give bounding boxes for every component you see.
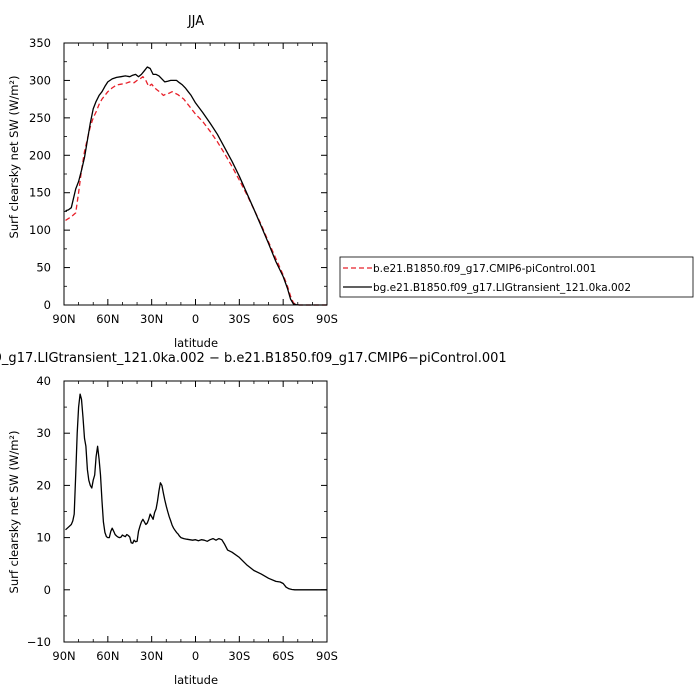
top-y-tick-label: 200 (29, 148, 51, 162)
top-x-tick-label: 90S (316, 312, 338, 326)
bottom-x-tick-label: 60S (272, 649, 294, 663)
top-y-tick-label: 300 (29, 73, 51, 87)
bottom-y-tick-label: 30 (36, 426, 51, 440)
top-x-tick-label: 30S (228, 312, 250, 326)
bottom-chart-title: bg.e21.B1850.f09_g17.LIGtransient_121.0k… (0, 351, 507, 366)
top-series-line-0 (65, 76, 327, 306)
legend-label-piControl: b.e21.B1850.f09_g17.CMIP6-piControl.001 (373, 263, 596, 275)
bottom-x-tick-label: 60N (96, 649, 119, 663)
bottom-x-tick-label: 90S (316, 649, 338, 663)
top-y-tick-label: 250 (29, 111, 51, 125)
top-plot-area: 90N 60N 30N 0 30S 60S 90S 0 50 100 150 200 250 300 350 (29, 36, 338, 326)
top-y-tick-label: 100 (29, 223, 51, 237)
top-x-tick-label: 0 (192, 312, 199, 326)
bottom-y-tick-label: 20 (36, 478, 51, 492)
bottom-x-tick-label: 0 (192, 649, 199, 663)
bottom-y-tick-label: −10 (27, 635, 51, 649)
bottom-x-axis-label: latitude (174, 673, 218, 687)
top-y-tick-label: 50 (36, 261, 51, 275)
bottom-x-tick-label: 90N (52, 649, 75, 663)
top-y-tick-label: 350 (29, 36, 51, 50)
bottom-panel: bg.e21.B1850.f09_g17.LIGtransient_121.0k… (0, 351, 507, 687)
legend-label-LIGtransient: bg.e21.B1850.f09_g17.LIGtransient_121.0k… (373, 282, 631, 294)
top-y-tick-label: 0 (44, 298, 51, 312)
bottom-plot-frame (63, 380, 328, 643)
top-y-axis-label: Surf clearsky net SW (W/m²) (7, 76, 21, 239)
top-x-tick-label: 30N (140, 312, 163, 326)
top-plot-frame (63, 42, 328, 306)
legend: b.e21.B1850.f09_g17.CMIP6-piControl.001 … (339, 256, 694, 298)
top-x-tick-label: 60N (96, 312, 119, 326)
bottom-x-tick-label: 30S (228, 649, 250, 663)
bottom-series-line-0 (65, 393, 327, 591)
bottom-x-tick-label: 30N (140, 649, 163, 663)
top-x-tick-label: 90N (52, 312, 75, 326)
bottom-y-tick-label: 40 (36, 374, 51, 388)
legend-box (339, 256, 694, 298)
top-series-line-1 (65, 66, 327, 306)
top-panel: JJA 90N 60N 30N 0 30S 60S 90S 0 50 100 150 200 250 30… (7, 14, 694, 350)
bottom-y-tick-label: 0 (44, 583, 51, 597)
top-y-tick-label: 150 (29, 186, 51, 200)
bottom-y-axis-label: Surf clearsky net SW (W/m²) (7, 431, 21, 594)
top-x-tick-label: 60S (272, 312, 294, 326)
top-x-axis-label: latitude (174, 336, 218, 350)
bottom-plot-area: 90N 60N 30N 0 30S 60S 90S −10 0 10 20 30 40 (27, 374, 338, 663)
bottom-y-tick-label: 10 (36, 531, 51, 545)
top-chart-title: JJA (187, 14, 204, 29)
